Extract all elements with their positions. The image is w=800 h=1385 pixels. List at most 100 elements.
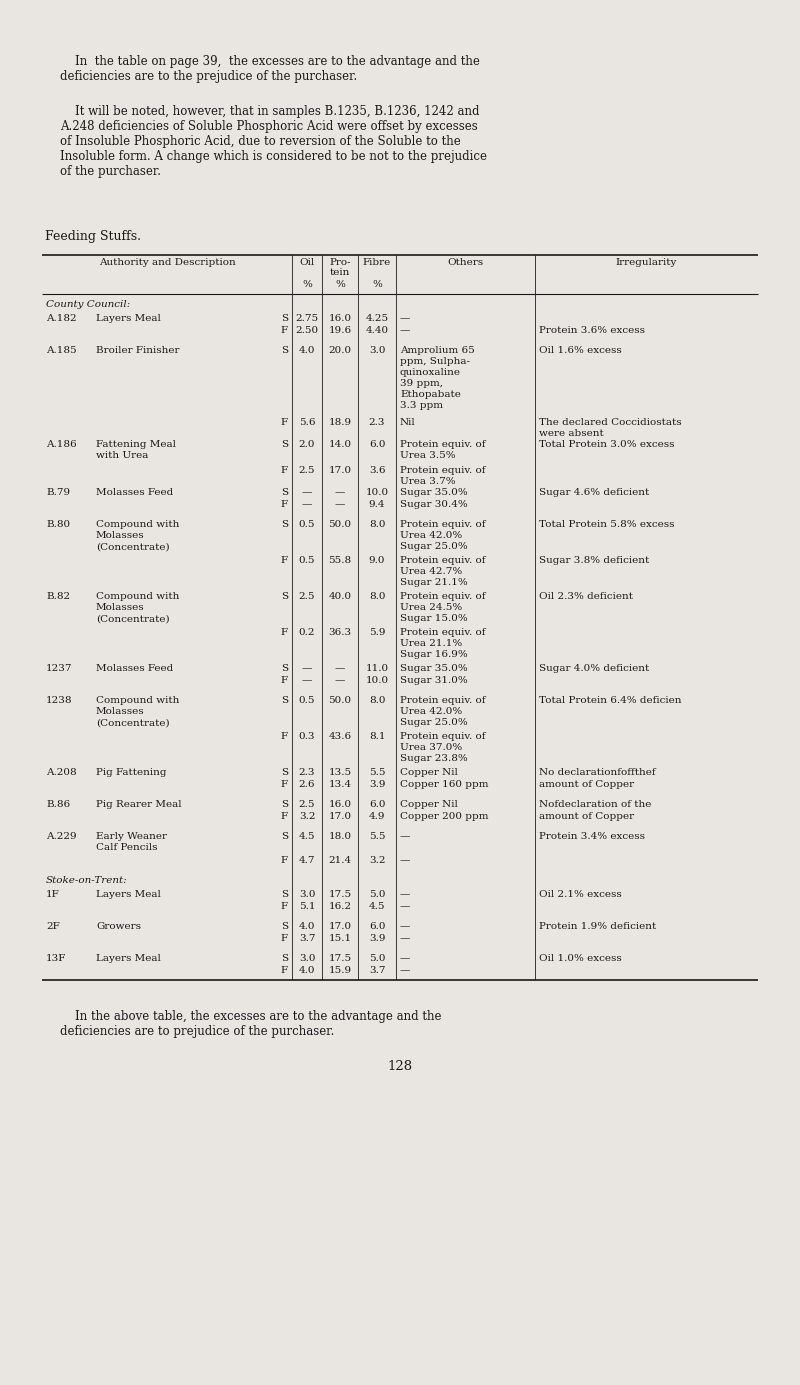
Text: Layers Meal: Layers Meal xyxy=(96,891,161,899)
Text: Stoke-on-Trent:: Stoke-on-Trent: xyxy=(46,875,128,885)
Text: 9.4: 9.4 xyxy=(369,500,386,510)
Text: —: — xyxy=(302,488,312,497)
Text: —: — xyxy=(400,922,410,931)
Text: 3.9: 3.9 xyxy=(369,933,386,943)
Text: 17.0: 17.0 xyxy=(329,465,351,475)
Text: Compound with
Molasses
(Concentrate): Compound with Molasses (Concentrate) xyxy=(96,697,179,727)
Text: 0.2: 0.2 xyxy=(298,627,315,637)
Text: —: — xyxy=(400,314,410,323)
Text: No declarationfoffthef: No declarationfoffthef xyxy=(539,769,656,777)
Text: 20.0: 20.0 xyxy=(329,346,351,355)
Text: Sugar 3.8% deficient: Sugar 3.8% deficient xyxy=(539,555,650,565)
Text: F: F xyxy=(281,325,288,335)
Text: S: S xyxy=(281,769,288,777)
Text: 17.5: 17.5 xyxy=(329,891,351,899)
Text: Oil 2.1% excess: Oil 2.1% excess xyxy=(539,891,622,899)
Text: Feeding Stuffs.: Feeding Stuffs. xyxy=(45,230,141,242)
Text: 3.7: 3.7 xyxy=(298,933,315,943)
Text: Copper 200 ppm: Copper 200 ppm xyxy=(400,812,489,821)
Text: 8.1: 8.1 xyxy=(369,733,386,741)
Text: 50.0: 50.0 xyxy=(329,697,351,705)
Text: 2.5: 2.5 xyxy=(298,801,315,809)
Text: S: S xyxy=(281,663,288,673)
Text: Oil 1.0% excess: Oil 1.0% excess xyxy=(539,954,622,963)
Text: 0.5: 0.5 xyxy=(298,519,315,529)
Text: The declared Coccidiostats
were absent: The declared Coccidiostats were absent xyxy=(539,418,682,438)
Text: 21.4: 21.4 xyxy=(329,856,351,866)
Text: —: — xyxy=(400,325,410,335)
Text: Sugar 35.0%: Sugar 35.0% xyxy=(400,663,468,673)
Text: Others: Others xyxy=(447,258,483,267)
Text: 3.6: 3.6 xyxy=(369,465,386,475)
Text: A.182: A.182 xyxy=(46,314,77,323)
Text: Oil 1.6% excess: Oil 1.6% excess xyxy=(539,346,622,355)
Text: 3.7: 3.7 xyxy=(369,965,386,975)
Text: Nofdeclaration of the: Nofdeclaration of the xyxy=(539,801,651,809)
Text: B.80: B.80 xyxy=(46,519,70,529)
Text: 8.0: 8.0 xyxy=(369,519,386,529)
Text: —: — xyxy=(400,832,410,841)
Text: —: — xyxy=(400,954,410,963)
Text: F: F xyxy=(281,902,288,911)
Text: 2.5: 2.5 xyxy=(298,465,315,475)
Text: %: % xyxy=(335,280,345,289)
Text: —: — xyxy=(335,676,345,686)
Text: 10.0: 10.0 xyxy=(366,676,389,686)
Text: Oil 2.3% deficient: Oil 2.3% deficient xyxy=(539,591,633,601)
Text: 13.5: 13.5 xyxy=(329,769,351,777)
Text: 5.5: 5.5 xyxy=(369,769,386,777)
Text: 5.0: 5.0 xyxy=(369,954,386,963)
Text: —: — xyxy=(400,902,410,911)
Text: Protein equiv. of
Urea 42.7%
Sugar 21.1%: Protein equiv. of Urea 42.7% Sugar 21.1% xyxy=(400,555,486,587)
Text: Pig Rearer Meal: Pig Rearer Meal xyxy=(96,801,182,809)
Text: Molasses Feed: Molasses Feed xyxy=(96,663,174,673)
Text: Nil: Nil xyxy=(400,418,416,427)
Text: 128: 128 xyxy=(387,1060,413,1073)
Text: 2.75: 2.75 xyxy=(295,314,318,323)
Text: F: F xyxy=(281,676,288,686)
Text: In the above table, the excesses are to the advantage and the
deficiencies are t: In the above table, the excesses are to … xyxy=(60,1010,442,1037)
Text: Protein equiv. of
Urea 21.1%
Sugar 16.9%: Protein equiv. of Urea 21.1% Sugar 16.9% xyxy=(400,627,486,659)
Text: Protein 1.9% deficient: Protein 1.9% deficient xyxy=(539,922,656,931)
Text: 55.8: 55.8 xyxy=(329,555,351,565)
Text: Irregularity: Irregularity xyxy=(616,258,677,267)
Text: Compound with
Molasses
(Concentrate): Compound with Molasses (Concentrate) xyxy=(96,519,179,551)
Text: 16.0: 16.0 xyxy=(329,314,351,323)
Text: Protein equiv. of
Urea 24.5%
Sugar 15.0%: Protein equiv. of Urea 24.5% Sugar 15.0% xyxy=(400,591,486,623)
Text: —: — xyxy=(302,676,312,686)
Text: amount of Copper: amount of Copper xyxy=(539,780,634,789)
Text: F: F xyxy=(281,418,288,427)
Text: Protein equiv. of
Urea 42.0%
Sugar 25.0%: Protein equiv. of Urea 42.0% Sugar 25.0% xyxy=(400,697,486,727)
Text: 3.0: 3.0 xyxy=(369,346,386,355)
Text: F: F xyxy=(281,965,288,975)
Text: Molasses Feed: Molasses Feed xyxy=(96,488,174,497)
Text: 2.5: 2.5 xyxy=(298,591,315,601)
Text: 17.0: 17.0 xyxy=(329,812,351,821)
Text: 3.2: 3.2 xyxy=(298,812,315,821)
Text: 13.4: 13.4 xyxy=(329,780,351,789)
Text: 4.0: 4.0 xyxy=(298,922,315,931)
Text: Amprolium 65
ppm, Sulpha-
quinoxaline
39 ppm,
Ethopabate
3.3 ppm: Amprolium 65 ppm, Sulpha- quinoxaline 39… xyxy=(400,346,474,410)
Text: Oil: Oil xyxy=(299,258,314,267)
Text: 36.3: 36.3 xyxy=(329,627,351,637)
Text: 2F: 2F xyxy=(46,922,60,931)
Text: %: % xyxy=(302,280,312,289)
Text: 11.0: 11.0 xyxy=(366,663,389,673)
Text: Total Protein 5.8% excess: Total Protein 5.8% excess xyxy=(539,519,674,529)
Text: S: S xyxy=(281,832,288,841)
Text: F: F xyxy=(281,812,288,821)
Text: 16.2: 16.2 xyxy=(329,902,351,911)
Text: —: — xyxy=(335,663,345,673)
Text: Layers Meal: Layers Meal xyxy=(96,954,161,963)
Text: B.82: B.82 xyxy=(46,591,70,601)
Text: A.185: A.185 xyxy=(46,346,77,355)
Text: 0.3: 0.3 xyxy=(298,733,315,741)
Text: 18.9: 18.9 xyxy=(329,418,351,427)
Text: 3.2: 3.2 xyxy=(369,856,386,866)
Text: 4.25: 4.25 xyxy=(366,314,389,323)
Text: County Council:: County Council: xyxy=(46,301,130,309)
Text: —: — xyxy=(400,965,410,975)
Text: Sugar 31.0%: Sugar 31.0% xyxy=(400,676,468,686)
Text: F: F xyxy=(281,555,288,565)
Text: Compound with
Molasses
(Concentrate): Compound with Molasses (Concentrate) xyxy=(96,591,179,623)
